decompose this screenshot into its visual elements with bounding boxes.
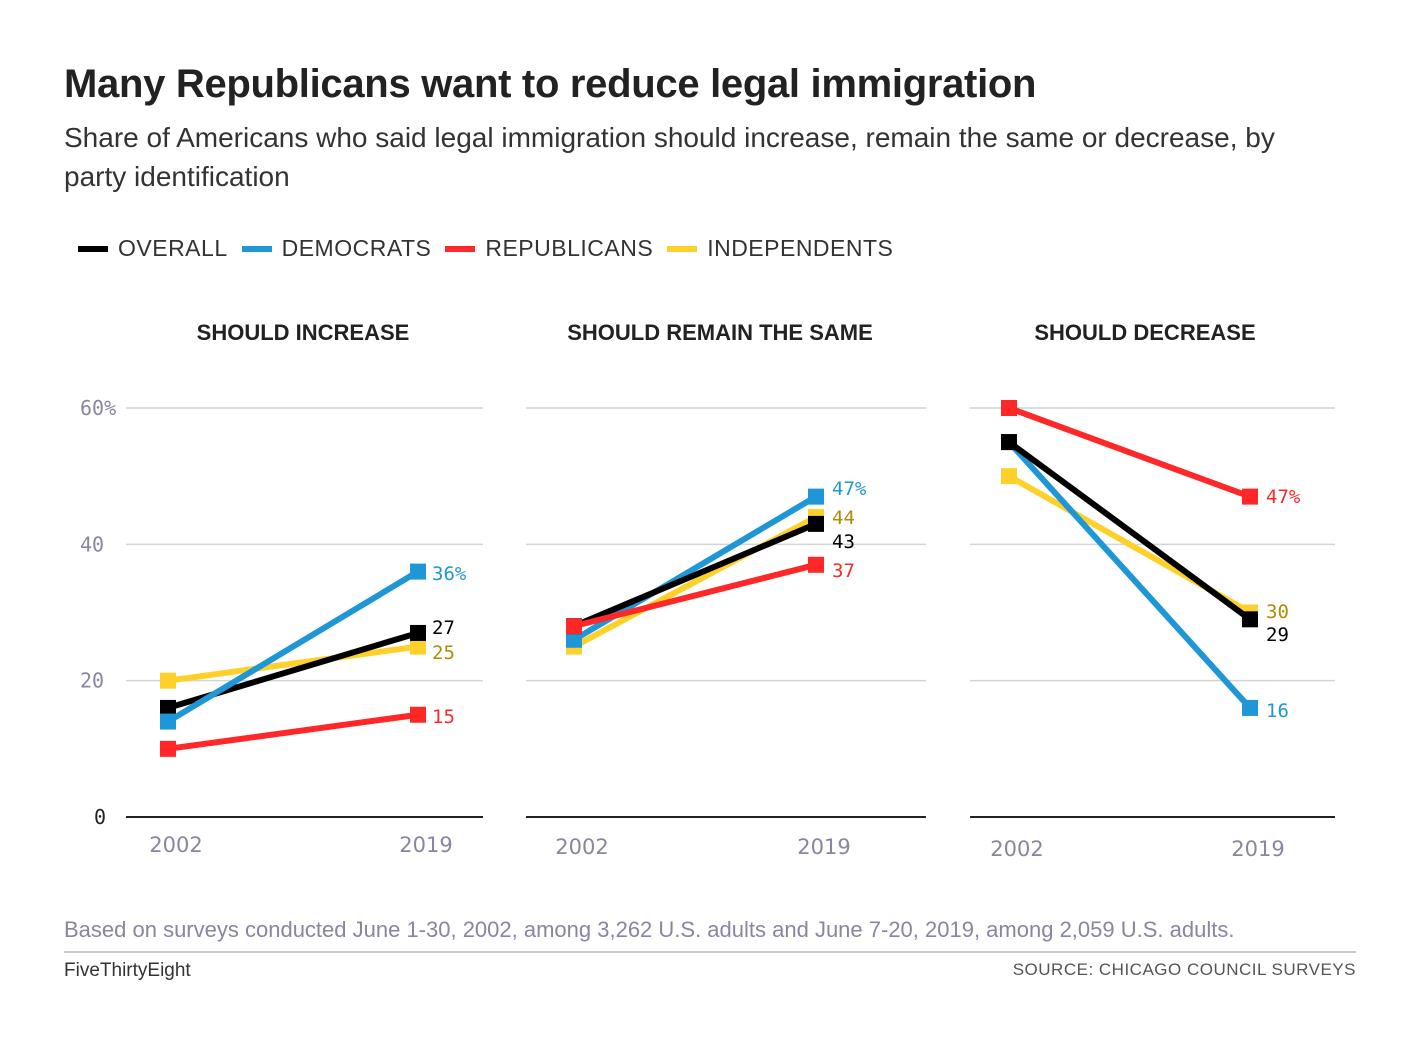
data-point-democrats-2002 bbox=[160, 713, 176, 730]
end-label-republicans: 47% bbox=[1266, 486, 1301, 508]
data-point-democrats-2019 bbox=[1242, 699, 1258, 716]
end-label-democrats: 36% bbox=[432, 563, 467, 585]
legend-swatch-overall bbox=[78, 245, 108, 252]
legend-swatch-democrats bbox=[241, 245, 272, 252]
data-point-republicans-2002 bbox=[1001, 400, 1017, 416]
end-label-democrats: 47% bbox=[832, 478, 867, 500]
legend-item-overall: OVERALL bbox=[78, 235, 228, 262]
end-label-independents: 44 bbox=[832, 507, 855, 529]
x-tick-label: 2002 bbox=[149, 833, 202, 857]
y-tick-label: 40 bbox=[80, 532, 104, 556]
chart-title: Many Republicans want to reduce legal im… bbox=[64, 62, 1037, 106]
legend: OVERALL DEMOCRATS REPUBLICANS INDEPENDEN… bbox=[78, 235, 907, 262]
legend-swatch-independents bbox=[667, 245, 698, 252]
data-point-democrats-2019 bbox=[410, 563, 426, 580]
y-tick-label: 60% bbox=[80, 396, 116, 420]
legend-label-democrats: DEMOCRATS bbox=[281, 235, 432, 261]
legend-label-independents: INDEPENDENTS bbox=[707, 235, 894, 261]
chart-subtitle: Share of Americans who said legal immigr… bbox=[64, 122, 1275, 192]
data-point-overall-2002 bbox=[1001, 434, 1017, 451]
series-line-independents bbox=[167, 643, 419, 684]
x-tick-label: 2002 bbox=[990, 837, 1043, 861]
data-point-overall-2019 bbox=[808, 515, 824, 532]
data-point-overall-2019 bbox=[1242, 611, 1258, 628]
data-point-republicans-2002 bbox=[566, 618, 582, 635]
panel-title-should-decrease: SHOULD DECREASE bbox=[1034, 320, 1255, 345]
y-tick-label: 20 bbox=[80, 669, 104, 693]
end-label-republicans: 15 bbox=[432, 706, 455, 728]
data-point-republicans-2019 bbox=[410, 706, 426, 723]
series-line-republicans bbox=[1007, 405, 1252, 500]
end-label-overall: 29 bbox=[1266, 624, 1289, 646]
data-point-overall-2002 bbox=[160, 699, 176, 716]
end-label-overall: 27 bbox=[432, 617, 455, 639]
legend-label-republicans: REPUBLICANS bbox=[485, 235, 654, 261]
data-point-independents-2019 bbox=[410, 638, 426, 655]
x-tick-label: 2019 bbox=[1231, 837, 1284, 861]
x-tick-label: 2002 bbox=[555, 835, 608, 859]
series-line-overall bbox=[572, 521, 818, 629]
chart-area: SHOULD INCREASE 2002 2019 SHOULD REMAIN THE… bbox=[80, 320, 1335, 861]
source-credit: SOURCE: CHICAGO COUNCIL SURVEYS bbox=[1012, 960, 1356, 979]
footnote: Based on surveys conducted June 1-30, 20… bbox=[64, 917, 1356, 953]
end-label-independents: 30 bbox=[1266, 601, 1289, 623]
legend-item-republicans: REPUBLICANS bbox=[445, 235, 653, 262]
series-line-overall bbox=[1007, 439, 1252, 622]
end-label-overall: 43 bbox=[832, 531, 855, 553]
panel-title-should-increase: SHOULD INCREASE bbox=[197, 320, 410, 345]
end-label-republicans: 37 bbox=[832, 560, 855, 582]
series-line-democrats bbox=[166, 569, 420, 725]
series-line-republicans bbox=[167, 711, 419, 752]
series-line-democrats bbox=[1006, 440, 1253, 710]
legend-swatch-republicans bbox=[445, 245, 476, 252]
data-point-democrats-2002 bbox=[566, 631, 582, 648]
panel-title-should-remain-the-same: SHOULD REMAIN THE SAME bbox=[567, 320, 873, 345]
y-tick-label: 0 bbox=[94, 805, 106, 829]
data-point-republicans-2019 bbox=[808, 556, 824, 573]
end-label-independents: 25 bbox=[432, 642, 455, 664]
data-point-democrats-2019 bbox=[808, 488, 824, 505]
legend-item-independents: INDEPENDENTS bbox=[667, 235, 893, 262]
legend-label-overall: OVERALL bbox=[118, 235, 228, 261]
data-point-republicans-2019 bbox=[1242, 488, 1258, 505]
legend-item-democrats: DEMOCRATS bbox=[241, 235, 432, 262]
end-label-democrats: 16 bbox=[1266, 700, 1289, 722]
data-point-overall-2019 bbox=[410, 624, 426, 641]
x-tick-label: 2019 bbox=[797, 835, 850, 859]
data-point-independents-2002 bbox=[1001, 468, 1017, 485]
data-point-republicans-2002 bbox=[160, 740, 176, 757]
data-point-independents-2002 bbox=[160, 672, 176, 689]
series-line-republicans bbox=[573, 561, 817, 630]
x-tick-label: 2019 bbox=[399, 833, 452, 857]
brand-credit: FiveThirtyEight bbox=[64, 960, 191, 981]
